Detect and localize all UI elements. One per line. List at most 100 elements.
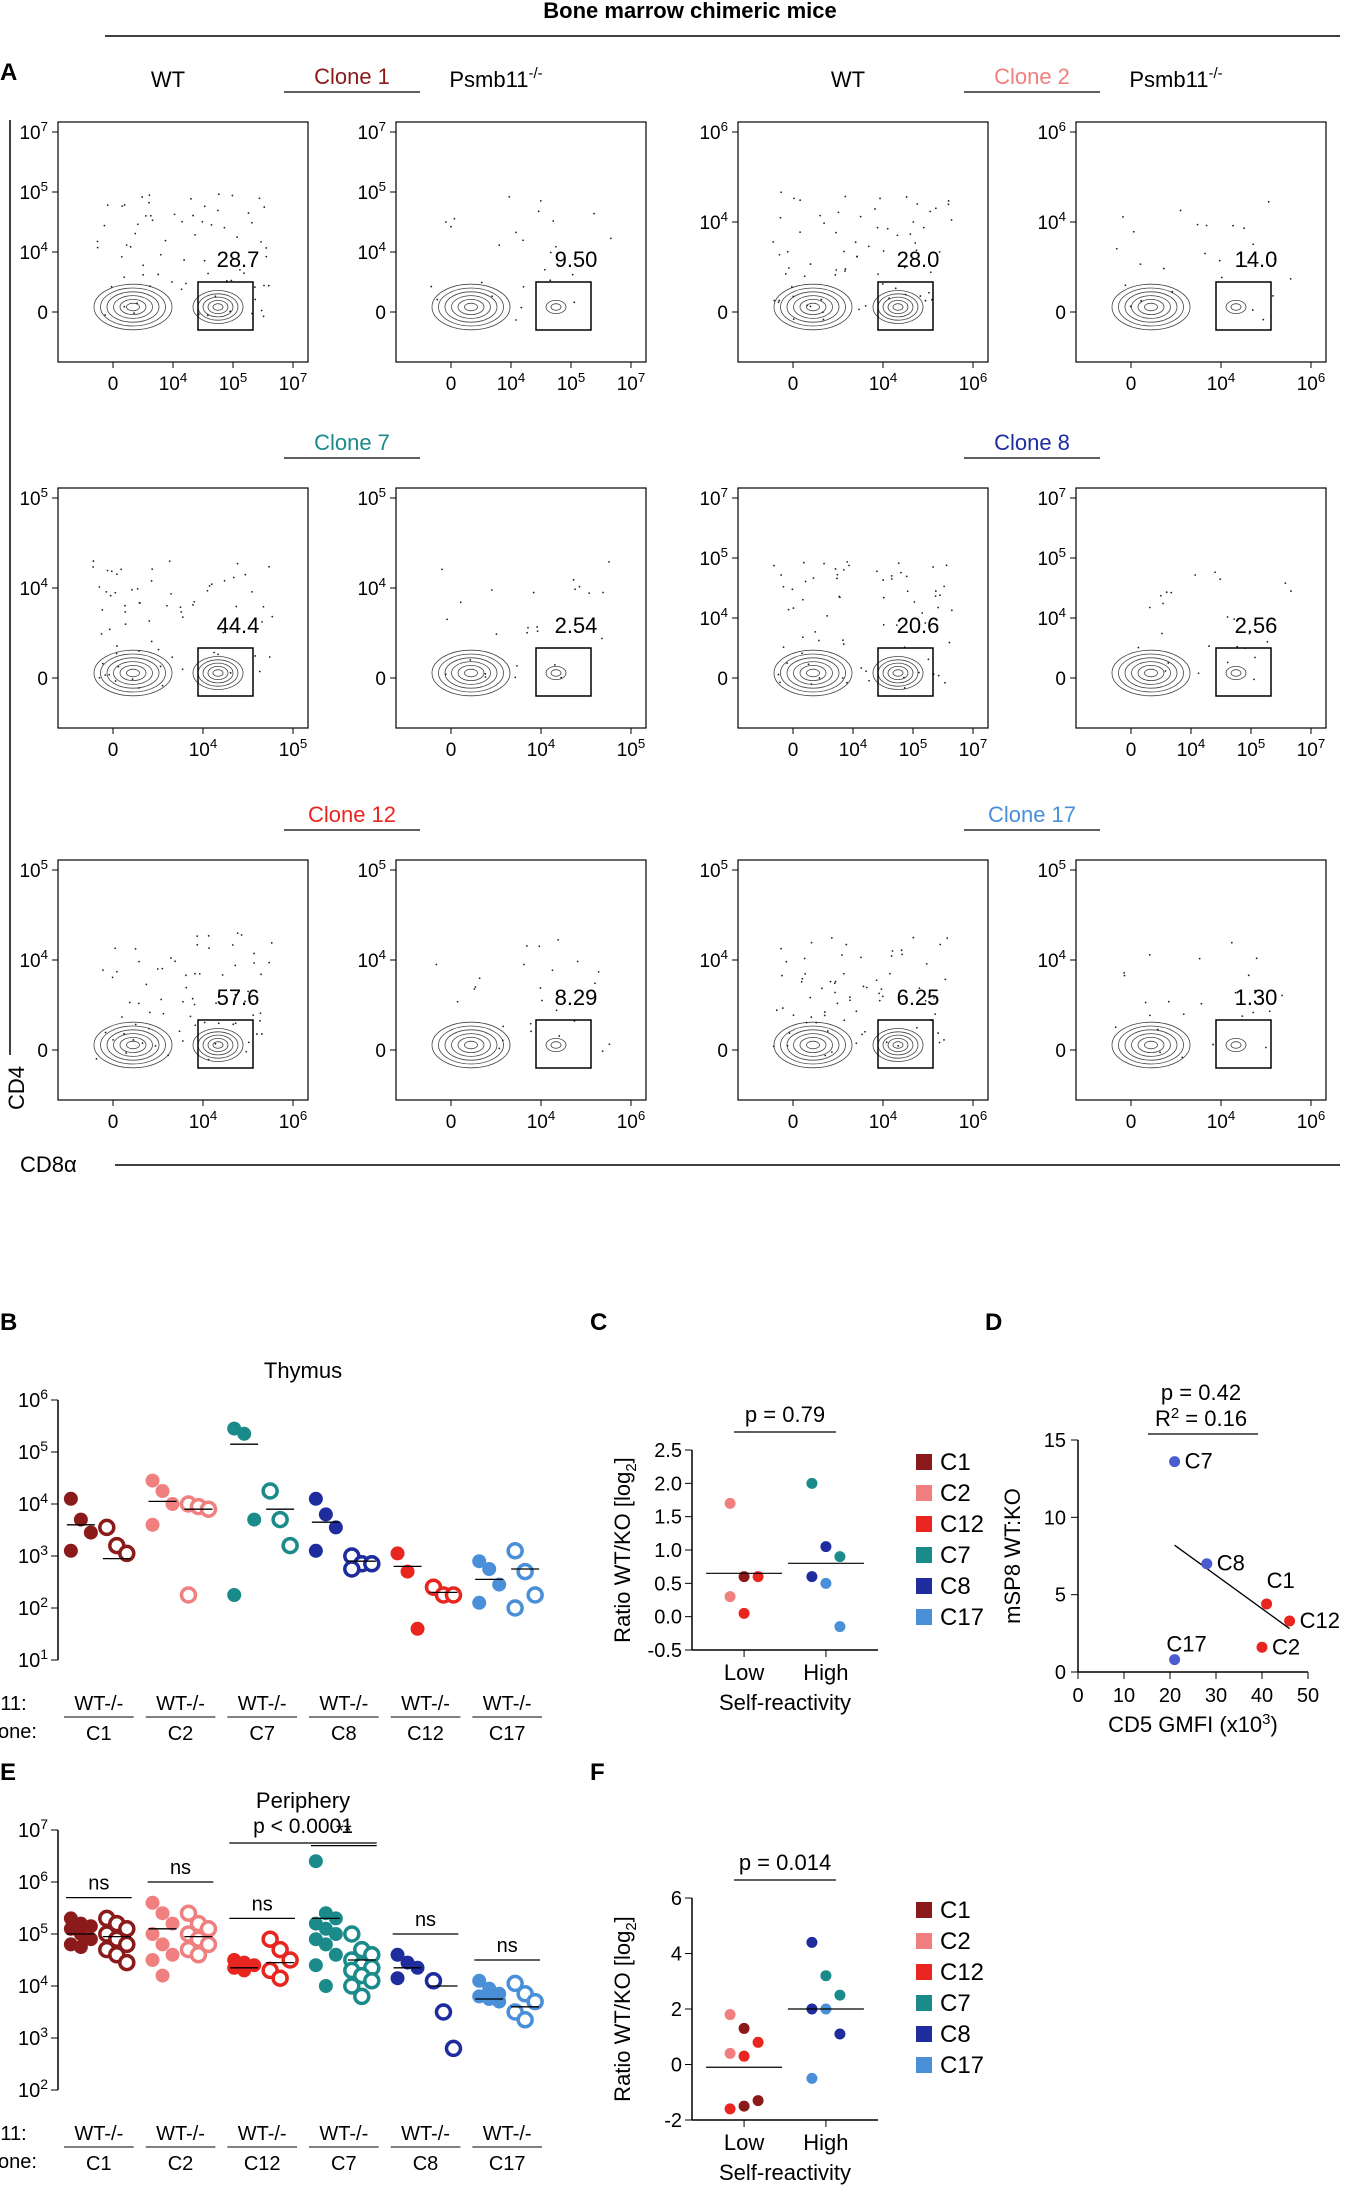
group-genotype-label: WT-/- xyxy=(74,1693,123,1715)
y-tick-label: 15 xyxy=(1044,1430,1066,1452)
event-dot xyxy=(848,564,850,567)
data-point xyxy=(834,2028,846,2040)
event-dot xyxy=(1247,974,1250,977)
data-point xyxy=(834,1551,846,1563)
gate-percentage: 2.56 xyxy=(1235,613,1278,638)
event-dot xyxy=(803,275,806,278)
x-tick-label: 30 xyxy=(1205,1685,1227,1707)
contour-ring xyxy=(882,662,914,684)
contour-ring xyxy=(192,1028,244,1062)
contour-ring xyxy=(1124,657,1178,689)
event-dot xyxy=(554,663,556,666)
event-dot xyxy=(104,674,107,676)
event-dot xyxy=(1115,247,1118,250)
event-dot xyxy=(532,591,535,594)
gate-box xyxy=(197,281,254,331)
event-dot xyxy=(214,1042,217,1045)
event-dot xyxy=(804,580,807,583)
event-dot xyxy=(539,200,542,202)
event-dot xyxy=(600,637,603,640)
event-dot xyxy=(801,598,804,601)
event-dot xyxy=(772,241,775,243)
event-dot xyxy=(453,217,456,220)
tick-base: 10 xyxy=(19,489,40,510)
event-dot xyxy=(782,585,785,588)
data-point-ko xyxy=(434,2003,453,2021)
event-dot xyxy=(115,652,118,655)
gate-percentage: 44.4 xyxy=(217,613,260,638)
event-dot xyxy=(782,646,785,649)
legend-swatch xyxy=(916,1485,932,1501)
x-tick-label: 50 xyxy=(1297,1685,1319,1707)
event-dot xyxy=(597,971,600,973)
contour-ring xyxy=(793,661,833,685)
contour-ring xyxy=(451,661,491,685)
event-dot xyxy=(150,580,153,582)
y-tick-label: 0 xyxy=(37,669,48,690)
x-tick-label: 104 xyxy=(1177,736,1206,761)
y-axis-label-sub: 2 xyxy=(623,1463,640,1471)
event-dot xyxy=(193,1003,196,1006)
y-tick-label: 104 xyxy=(19,947,48,972)
data-point xyxy=(834,1989,846,2001)
x-tick-label: 0 xyxy=(788,1112,799,1133)
event-dot xyxy=(1197,672,1200,675)
event-dot xyxy=(824,1054,827,1057)
event-dot xyxy=(594,982,596,985)
tick-exponent: 5 xyxy=(41,857,48,872)
event-dot xyxy=(805,1021,808,1024)
contour-ring xyxy=(1225,299,1247,314)
event-dot xyxy=(944,681,946,684)
tick-exponent: 7 xyxy=(721,485,728,500)
x-tick-label: 40 xyxy=(1251,1685,1273,1707)
event-dot xyxy=(780,574,783,576)
group-genotype-label: WT-/- xyxy=(156,1693,205,1715)
event-dot xyxy=(223,226,226,229)
event-dot xyxy=(837,211,840,214)
event-dot xyxy=(450,225,452,228)
event-dot xyxy=(480,281,483,284)
contour-ring xyxy=(444,291,498,323)
event-dot xyxy=(788,1032,791,1035)
data-point-ko xyxy=(179,1586,198,1604)
data-point-ko xyxy=(516,1562,534,1581)
data-point xyxy=(738,2022,750,2034)
event-dot xyxy=(1266,640,1269,643)
event-dot xyxy=(148,201,150,204)
event-dot xyxy=(261,620,263,623)
x-tick-label: 0 xyxy=(1072,1685,1083,1707)
y-axis-label-part: ] xyxy=(610,1457,635,1463)
event-dot xyxy=(192,214,194,217)
event-dot xyxy=(1123,974,1126,977)
group-genotype-label: WT-/- xyxy=(74,2123,123,2145)
event-dot xyxy=(950,609,953,612)
event-dot xyxy=(142,264,145,267)
contour-ring xyxy=(1111,283,1191,331)
tick-exponent: 7 xyxy=(980,736,987,751)
event-dot xyxy=(192,603,194,606)
contour-ring xyxy=(93,283,173,331)
event-dot xyxy=(772,1045,775,1048)
event-dot xyxy=(810,1016,813,1019)
y-axis-label: Ratio WT/KO [log2] xyxy=(610,1457,640,1643)
y-tick-label: 104 xyxy=(699,605,728,630)
data-point xyxy=(724,2103,736,2115)
event-dot xyxy=(778,299,781,302)
group-clone-label: C12 xyxy=(407,1723,444,1745)
group-clone-label: C2 xyxy=(168,2153,194,2175)
data-point-ko xyxy=(526,1586,544,1604)
event-dot xyxy=(874,208,876,210)
data-point-wt xyxy=(247,1512,262,1527)
group-genotype-label: WT-/- xyxy=(401,2123,450,2145)
data-point-ko xyxy=(98,1518,116,1537)
event-dot xyxy=(1243,227,1246,230)
contour-ring xyxy=(431,1021,511,1069)
event-dot xyxy=(96,246,99,249)
data-point xyxy=(1256,1641,1268,1653)
event-dot xyxy=(875,570,878,573)
tick-base: 10 xyxy=(1207,1112,1228,1133)
data-point-wt xyxy=(165,1497,180,1511)
data-point-wt xyxy=(63,1543,78,1558)
event-dot xyxy=(268,961,271,964)
event-dot xyxy=(232,622,235,625)
